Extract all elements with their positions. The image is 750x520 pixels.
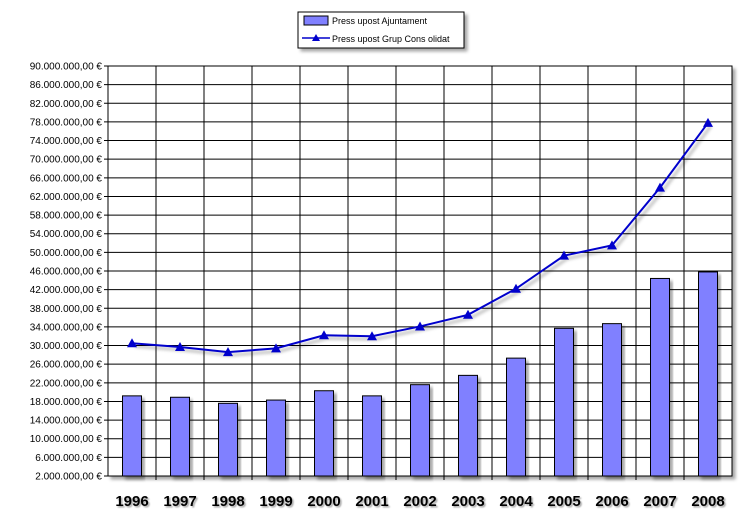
y-tick-label: 50.000.000,00 €	[30, 248, 103, 259]
x-tick-label: 1997	[163, 493, 196, 510]
bar-1996	[122, 395, 142, 477]
line-point-1998	[223, 347, 233, 357]
y-tick-label: 86.000.000,00 €	[30, 80, 103, 91]
line-series	[127, 117, 713, 357]
y-tick-label: 66.000.000,00 €	[30, 173, 103, 184]
y-axis-tick-labels: 2.000.000,00 € 6.000.000,00 € 10.000.000,0…	[30, 62, 103, 483]
line-point-2005	[559, 250, 569, 260]
y-tick-label: 10.000.000,00 €	[30, 434, 103, 445]
y-tick-label: 74.000.000,00 €	[30, 136, 103, 147]
legend-label-bar: Press upost Ajuntament	[332, 16, 428, 26]
x-tick-label: 2001	[355, 493, 388, 510]
y-tick-label: 82.000.000,00 €	[30, 99, 103, 110]
y-tick-label: 62.000.000,00 €	[30, 192, 103, 203]
bar-1999	[266, 399, 286, 477]
line-point-1997	[175, 341, 185, 351]
y-tick-label: 38.000.000,00 €	[30, 304, 103, 315]
x-tick-label: 2000	[307, 493, 340, 510]
y-tick-label: 30.000.000,00 €	[30, 341, 103, 352]
legend-triangle-marker	[312, 34, 320, 41]
bar-2008	[698, 271, 718, 477]
line-point-2006	[607, 240, 617, 250]
bar-2000	[314, 390, 334, 477]
line-point-2002	[415, 321, 425, 331]
y-tick-label: 54.000.000,00 €	[30, 229, 103, 240]
y-tick-label: 22.000.000,00 €	[30, 378, 103, 389]
y-tick-label: 14.000.000,00 €	[30, 416, 103, 427]
line-point-2007	[655, 182, 665, 192]
y-tick-label: 2.000.000,00 €	[35, 472, 102, 483]
y-tick-label: 58.000.000,00 €	[30, 211, 103, 222]
y-tick-label: 42.000.000,00 €	[30, 285, 103, 296]
grid-lines	[104, 65, 732, 480]
line-point-1999	[271, 343, 281, 353]
bar-series	[122, 271, 718, 477]
line-point-2000	[319, 330, 329, 340]
line-point-2001	[367, 331, 377, 341]
y-tick-label: 34.000.000,00 €	[30, 322, 103, 333]
legend-bar-swatch	[303, 15, 329, 26]
line-point-1996	[127, 338, 137, 348]
bar-2001	[362, 395, 382, 477]
bar-1997	[170, 396, 190, 477]
bar-2006	[602, 323, 622, 477]
bar-2004	[506, 357, 526, 477]
y-tick-label: 46.000.000,00 €	[30, 267, 103, 278]
legend-box	[297, 11, 465, 49]
x-tick-label: 2006	[595, 493, 628, 510]
bar-2002	[410, 384, 430, 477]
x-tick-label: 1998	[211, 493, 244, 510]
x-tick-label: 2007	[643, 493, 676, 510]
bar-2005	[554, 327, 574, 477]
x-tick-label: 1996	[115, 493, 148, 510]
line-point-2004	[511, 283, 521, 293]
legend-label-line: Press upost Grup Cons olidat	[332, 34, 450, 44]
y-tick-label: 26.000.000,00 €	[30, 360, 103, 371]
line-point-2003	[463, 309, 473, 319]
y-tick-label: 6.000.000,00 €	[35, 453, 102, 464]
x-tick-label: 1999	[259, 493, 292, 510]
y-tick-label: 78.000.000,00 €	[30, 117, 103, 128]
x-tick-label: 2005	[547, 493, 580, 510]
y-tick-label: 70.000.000,00 €	[30, 155, 103, 166]
bar-2003	[458, 374, 478, 477]
line-point-2008	[703, 117, 713, 127]
bar-2007	[650, 277, 670, 477]
bar-1998	[218, 402, 238, 477]
x-tick-label: 2003	[451, 493, 484, 510]
legend: Press upost Ajuntament Press upost Grup …	[297, 11, 465, 49]
x-tick-label: 2004	[499, 493, 533, 510]
y-tick-label: 90.000.000,00 €	[30, 62, 103, 73]
x-tick-label: 2002	[403, 493, 436, 510]
x-tick-label: 2008	[691, 493, 724, 510]
x-axis-tick-labels: 1996 1997 1998 1999 2000 2001 2002 2003 2004 2005…	[115, 493, 724, 510]
y-tick-label: 18.000.000,00 €	[30, 397, 103, 408]
